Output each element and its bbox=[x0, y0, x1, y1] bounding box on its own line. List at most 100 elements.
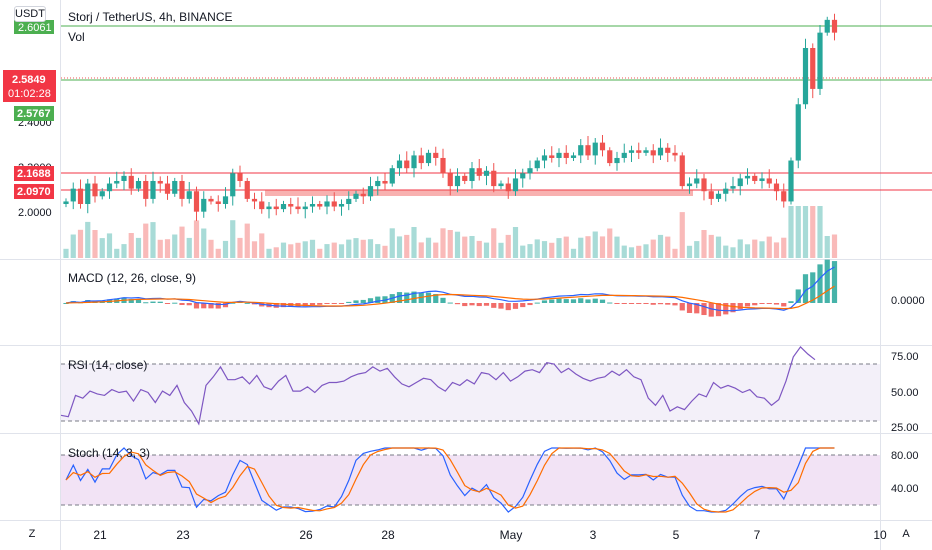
macd-histogram-bar bbox=[686, 303, 693, 313]
candle-body bbox=[230, 173, 236, 197]
volume-bar bbox=[657, 234, 664, 258]
macd-histogram-bar bbox=[230, 302, 236, 304]
volume-bar bbox=[99, 238, 105, 258]
volume-bar bbox=[179, 226, 185, 258]
macd-histogram-bar bbox=[614, 303, 620, 304]
candle-body bbox=[85, 183, 91, 204]
macd-histogram-bar bbox=[135, 299, 142, 303]
candle-body bbox=[273, 206, 279, 210]
macd-histogram-bar bbox=[534, 302, 540, 304]
macd-histogram-bar bbox=[324, 303, 330, 304]
time-label: 5 bbox=[673, 528, 680, 542]
macd-histogram-bar bbox=[621, 303, 627, 304]
macd-histogram-bar bbox=[810, 272, 816, 303]
volume-bar bbox=[462, 236, 468, 258]
stoch-indicator bbox=[65, 447, 835, 513]
macd-histogram-bar bbox=[454, 303, 461, 305]
volume-bar bbox=[476, 240, 482, 258]
volume-bar bbox=[701, 230, 707, 258]
time-label: 3 bbox=[590, 528, 597, 542]
candle-body bbox=[382, 180, 388, 184]
currency-button[interactable]: USDT bbox=[14, 6, 46, 22]
volume-bar bbox=[121, 244, 127, 258]
macd-histogram-bar bbox=[433, 294, 439, 303]
volume-bar bbox=[694, 241, 700, 258]
zoom-z-button[interactable]: Z bbox=[24, 526, 40, 542]
candle-body bbox=[77, 188, 84, 204]
macd-histogram-bar bbox=[701, 303, 707, 316]
volume-bar bbox=[817, 206, 823, 258]
candle-body bbox=[280, 204, 287, 210]
volume-bar bbox=[411, 227, 417, 258]
volume-bar bbox=[715, 236, 722, 258]
macd-histogram-bar bbox=[520, 303, 526, 308]
volume-bar bbox=[425, 237, 432, 258]
candle-body bbox=[759, 178, 765, 181]
macd-histogram-bar bbox=[280, 303, 287, 308]
stoch-tick-40: 40.00 bbox=[891, 483, 919, 495]
candle-body bbox=[534, 160, 540, 169]
volume-bar bbox=[679, 212, 685, 258]
macd-histogram-bar bbox=[186, 303, 192, 306]
macd-histogram-bar bbox=[802, 274, 809, 303]
macd-histogram-bar bbox=[599, 299, 606, 303]
candle-body bbox=[549, 155, 555, 158]
volume-bar bbox=[628, 247, 635, 258]
volume-bar bbox=[802, 206, 809, 258]
volume-bar bbox=[752, 239, 758, 258]
candle-body bbox=[730, 186, 736, 189]
volume-bar bbox=[295, 242, 301, 258]
time-label: May bbox=[500, 528, 523, 542]
volume-bar bbox=[331, 242, 337, 258]
macd-histogram-bar bbox=[730, 303, 736, 313]
macd-histogram-bar bbox=[795, 289, 801, 303]
candle-body bbox=[317, 204, 323, 207]
volume-bar bbox=[447, 230, 453, 258]
candle-body bbox=[643, 150, 649, 153]
candle-body bbox=[824, 19, 830, 33]
candle-body bbox=[802, 47, 809, 105]
candle-body bbox=[686, 183, 693, 187]
candle-body bbox=[338, 204, 345, 207]
macd-histogram-bar bbox=[367, 298, 374, 303]
rsi-label: RSI (14, close) bbox=[68, 358, 147, 372]
candle-body bbox=[483, 170, 490, 176]
candle-body bbox=[70, 188, 76, 202]
volume-bar bbox=[599, 236, 606, 258]
candle-body bbox=[592, 142, 598, 156]
resistance-zone bbox=[265, 190, 693, 196]
macd-histogram-bar bbox=[462, 303, 468, 307]
macd-histogram-bar bbox=[549, 299, 555, 303]
label-green-level: 2.5767 bbox=[14, 106, 54, 121]
candle-body bbox=[621, 152, 627, 158]
macd-histogram-bar bbox=[744, 303, 751, 307]
candle-body bbox=[694, 178, 700, 184]
candle-body bbox=[752, 175, 758, 181]
macd-histogram-bar bbox=[440, 297, 446, 303]
volume-bar bbox=[251, 241, 258, 258]
auto-scale-button[interactable]: A bbox=[898, 526, 914, 542]
macd-histogram-bar bbox=[578, 298, 584, 303]
candle-body bbox=[201, 198, 207, 212]
macd-histogram-bar bbox=[708, 303, 714, 317]
candle-body bbox=[244, 180, 250, 199]
candle-body bbox=[186, 191, 192, 199]
candle-body bbox=[556, 152, 562, 158]
candle-body bbox=[657, 147, 664, 156]
candle-body bbox=[302, 206, 308, 210]
macd-histogram-bar bbox=[164, 303, 171, 304]
candle-body bbox=[425, 152, 432, 164]
volume-bar bbox=[273, 247, 279, 258]
candle-body bbox=[179, 180, 185, 199]
volume-bar bbox=[483, 242, 490, 258]
volume-bar bbox=[505, 234, 511, 258]
candle-body bbox=[215, 201, 221, 204]
macd-histogram-bar bbox=[831, 261, 838, 303]
candle-body bbox=[440, 157, 446, 174]
macd-histogram-bar bbox=[222, 303, 229, 308]
volume-bar bbox=[773, 242, 780, 258]
volume-bar bbox=[150, 222, 156, 258]
volume-bar bbox=[781, 237, 787, 258]
